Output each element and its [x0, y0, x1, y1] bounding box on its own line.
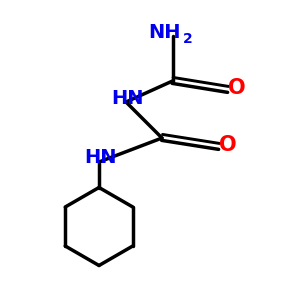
Text: O: O: [228, 78, 246, 98]
Text: O: O: [219, 135, 237, 155]
Text: HN: HN: [84, 148, 117, 167]
Text: HN: HN: [111, 89, 144, 108]
Text: NH: NH: [149, 23, 181, 43]
Text: 2: 2: [183, 32, 192, 46]
